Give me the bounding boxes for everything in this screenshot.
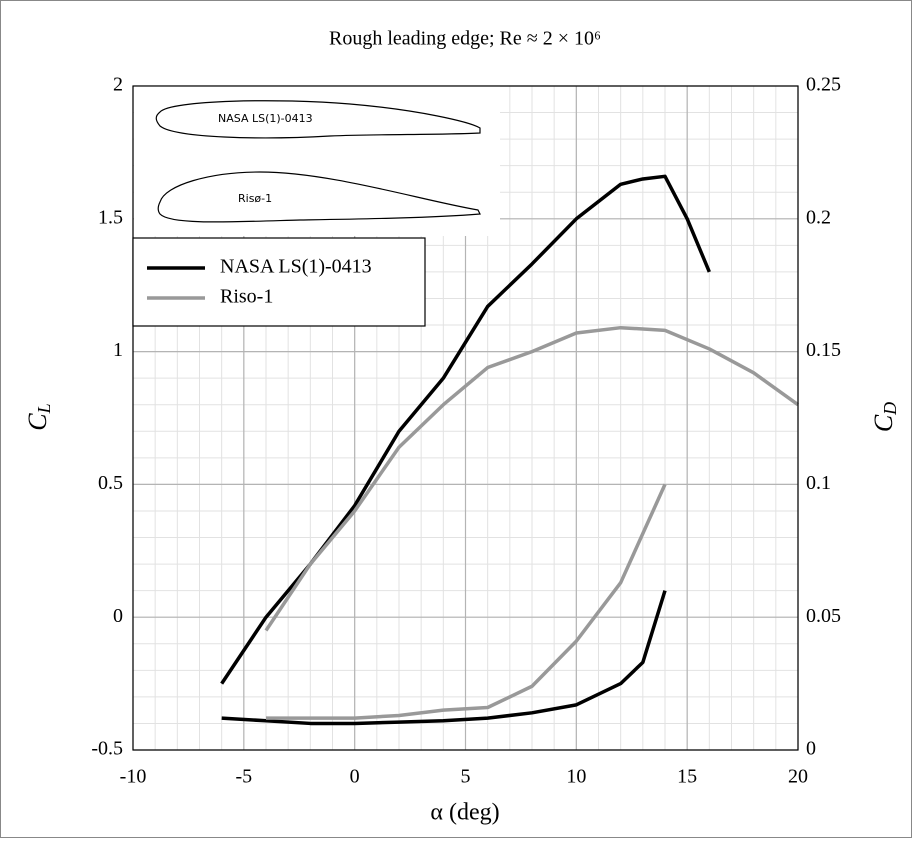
series-line — [266, 483, 667, 720]
y2-tick-label: 0.1 — [806, 472, 831, 494]
series-line — [221, 590, 667, 726]
x-tick-label: 5 — [461, 766, 471, 788]
y2-label-sub: D — [880, 402, 900, 416]
inset-label: NASA LS(1)-0413 — [218, 112, 313, 125]
y-label-main: C — [23, 413, 52, 431]
y2-label-main: C — [869, 414, 898, 432]
x-tick-label: 10 — [566, 766, 586, 788]
y2-axis-label: CD — [869, 402, 900, 432]
x-tick-label: -10 — [120, 766, 147, 788]
x-tick-label: -5 — [235, 766, 252, 788]
airfoil-riso — [157, 171, 481, 223]
legend-label: NASA LS(1)-0413 — [220, 256, 372, 278]
lines — [220, 174, 800, 726]
x-tick-label: 20 — [788, 766, 808, 788]
y-tick-label: 0.5 — [98, 472, 123, 494]
y-tick-label: 2 — [113, 74, 123, 96]
inset-label: Risø-1 — [238, 192, 272, 205]
legend-label: Riso-1 — [220, 286, 273, 308]
x-axis-label: α (deg) — [430, 800, 499, 826]
legend-box — [132, 237, 426, 327]
y-tick-label: 1.5 — [98, 206, 123, 228]
series-line — [264, 325, 800, 632]
legend: NASA LS(1)-0413 Riso-1 — [132, 237, 426, 327]
chart-title: Rough leading edge; Re ≈ 2 × 10⁶ — [329, 28, 601, 50]
airfoil-nasa — [155, 100, 481, 139]
x-tick-label: 15 — [677, 766, 697, 788]
plot-frame — [132, 85, 799, 751]
y-tick-label: -0.5 — [91, 738, 123, 760]
y-axis-label: CL — [23, 403, 54, 430]
y2-tick-label: 0.2 — [806, 206, 831, 228]
x-tick-label: 0 — [350, 766, 360, 788]
y-tick-label: 1 — [113, 339, 123, 361]
inset-bg — [134, 86, 500, 236]
y-tick-label: 0 — [113, 605, 123, 627]
y2-tick-label: 0.05 — [806, 605, 841, 627]
y-label-sub: L — [34, 403, 54, 414]
y2-tick-label: 0.15 — [806, 339, 841, 361]
y2-tick-label: 0.25 — [806, 74, 841, 96]
y2-tick-label: 0 — [806, 738, 816, 760]
